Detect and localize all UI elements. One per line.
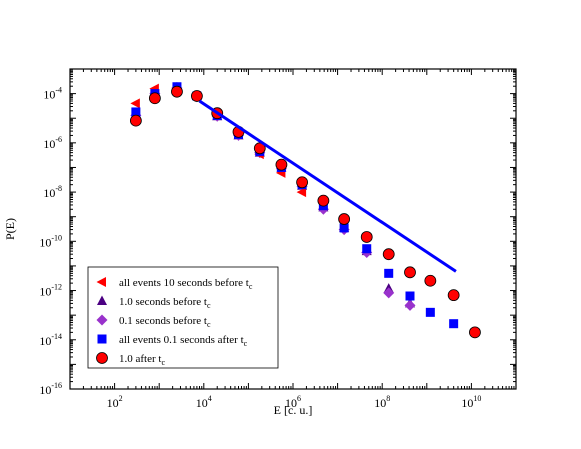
- legend-marker-circle: [96, 352, 108, 364]
- data-point-square: [362, 244, 372, 254]
- legend-marker-diamond: [96, 314, 108, 326]
- data-point-circle: [447, 289, 460, 302]
- y-tick-label: 10-16: [39, 381, 62, 397]
- data-point-square: [384, 268, 394, 278]
- data-point-circle: [148, 92, 161, 105]
- legend-label: all events 10 seconds before tc: [119, 277, 253, 291]
- data-point-circle: [296, 176, 309, 189]
- data-point-circle: [129, 114, 142, 127]
- y-tick-label: 10-10: [39, 233, 62, 249]
- ticks-layer: 102 104 106 108 1010 10-4 10-6 10-8 10-10 10-12 10…: [39, 68, 517, 410]
- legend-box: [87, 266, 279, 369]
- data-point-triangle-left: [296, 187, 307, 198]
- legend-label: 1.0 seconds before tc: [119, 296, 211, 310]
- power-law-fit-line: [198, 99, 457, 273]
- data-point-circle: [338, 213, 351, 225]
- data-point-square: [425, 307, 435, 317]
- data-point-circle: [317, 194, 330, 207]
- data-point-square: [405, 291, 415, 301]
- legend-marker-triangle-up: [97, 295, 107, 305]
- data-point-circle: [469, 326, 481, 339]
- data-point-circle: [171, 85, 183, 98]
- y-tick-label: 10-6: [43, 135, 62, 151]
- data-point-circle: [404, 266, 416, 279]
- y-tick-label: 10-12: [39, 283, 62, 299]
- data-point-square: [131, 107, 141, 117]
- y-tick-label: 10-8: [43, 184, 62, 200]
- legend-marker-triangle-left: [96, 277, 106, 287]
- data-point-circle: [190, 90, 203, 102]
- y-tick-label: 10-14: [39, 332, 62, 348]
- data-point-diamond: [404, 299, 416, 311]
- y-tick-label: 10-4: [43, 86, 62, 102]
- data-point-diamond: [383, 287, 395, 299]
- legend: all events 10 seconds before tc 1.0 secon…: [87, 266, 279, 369]
- data-point-triangle-left: [130, 98, 140, 109]
- x-tick-label: 104: [196, 394, 212, 410]
- x-axis-title: E [c. u.]: [274, 403, 313, 417]
- x-tick-label: 106: [285, 394, 301, 410]
- legend-marker-square: [97, 334, 107, 344]
- data-point-circle: [424, 274, 437, 287]
- legend-label: all events 0.1 seconds after tc: [119, 334, 248, 348]
- data-point-circle: [275, 158, 288, 171]
- data-point-square: [449, 319, 459, 329]
- legend-label: 0.1 seconds before tc: [119, 315, 211, 329]
- y-axis-title: P(E): [3, 218, 17, 240]
- series-layer: [129, 81, 481, 339]
- x-tick-label: 1010: [461, 394, 481, 410]
- data-point-circle: [382, 248, 395, 261]
- x-tick-label: 108: [374, 394, 390, 410]
- legend-label: 1.0 after tc: [119, 353, 165, 367]
- data-point-square: [339, 223, 349, 233]
- data-point-circle: [360, 231, 373, 243]
- x-tick-label: 102: [107, 394, 123, 410]
